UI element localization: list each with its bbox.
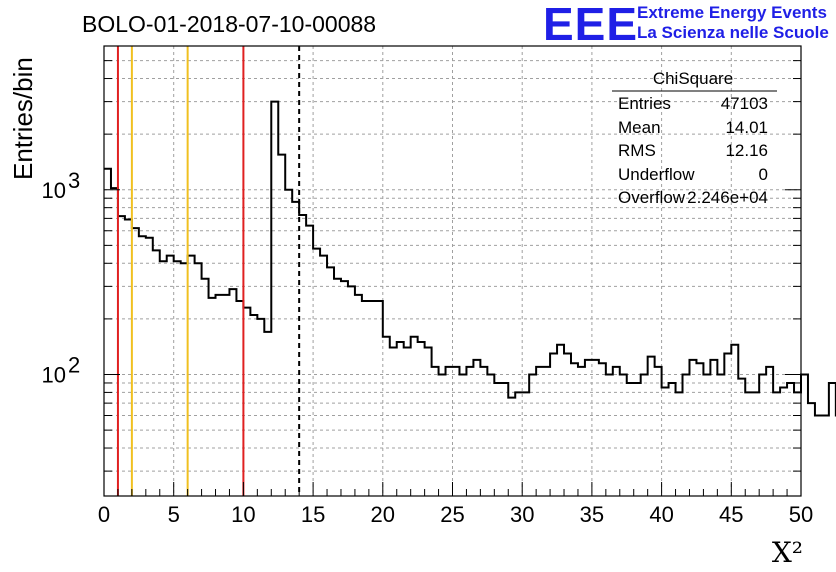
logo-line2: La Scienza nelle Scuole	[637, 23, 829, 42]
histogram-line	[104, 100, 836, 417]
stats-value-overflow: 2.246e+04	[687, 188, 768, 207]
y-tick-label: 10	[42, 363, 66, 388]
eee-logo: EEE Extreme Energy Events La Scienza nel…	[543, 0, 829, 50]
plot-frame	[103, 45, 802, 497]
x-tick-label: 25	[440, 502, 464, 527]
stats-value-rms: 12.16	[725, 141, 768, 160]
x-tick-label: 20	[371, 502, 395, 527]
x-tick-label: 40	[649, 502, 673, 527]
stats-label-mean: Mean	[618, 118, 661, 137]
stats-box: ChiSquare Entries 47103 Mean 14.01 RMS 1…	[612, 69, 777, 207]
stats-value-entries: 47103	[721, 94, 768, 113]
stats-title: ChiSquare	[653, 69, 733, 88]
x-tick-label: 15	[301, 502, 325, 527]
stats-value-mean: 14.01	[725, 118, 768, 137]
marker-lines	[116, 46, 301, 496]
stats-label-underflow: Underflow	[618, 165, 695, 184]
x-tick-label: 10	[231, 502, 255, 527]
x-tick-label: 50	[789, 502, 813, 527]
stats-label-entries: Entries	[618, 94, 671, 113]
x-tick-label: 0	[98, 502, 110, 527]
stats-label-overflow: Overflow	[618, 188, 686, 207]
stats-label-rms: RMS	[618, 141, 656, 160]
logo-mark: EEE	[543, 0, 638, 50]
x-axis-label: X²	[772, 536, 803, 569]
x-tick-label: 30	[510, 502, 534, 527]
y-tick-exponent: 2	[68, 353, 80, 378]
x-tick-label: 45	[719, 502, 743, 527]
x-tick-label: 35	[580, 502, 604, 527]
y-tick-label: 10	[42, 178, 66, 203]
chart-title: BOLO-01-2018-07-10-00088	[82, 11, 376, 37]
logo-line1: Extreme Energy Events	[637, 3, 827, 22]
y-axis-label: Entries/bin	[8, 57, 38, 180]
stats-value-underflow: 0	[759, 165, 768, 184]
y-tick-exponent: 3	[68, 168, 80, 193]
x-tick-label: 5	[168, 502, 180, 527]
grid	[104, 45, 801, 496]
histogram-series	[104, 100, 836, 417]
